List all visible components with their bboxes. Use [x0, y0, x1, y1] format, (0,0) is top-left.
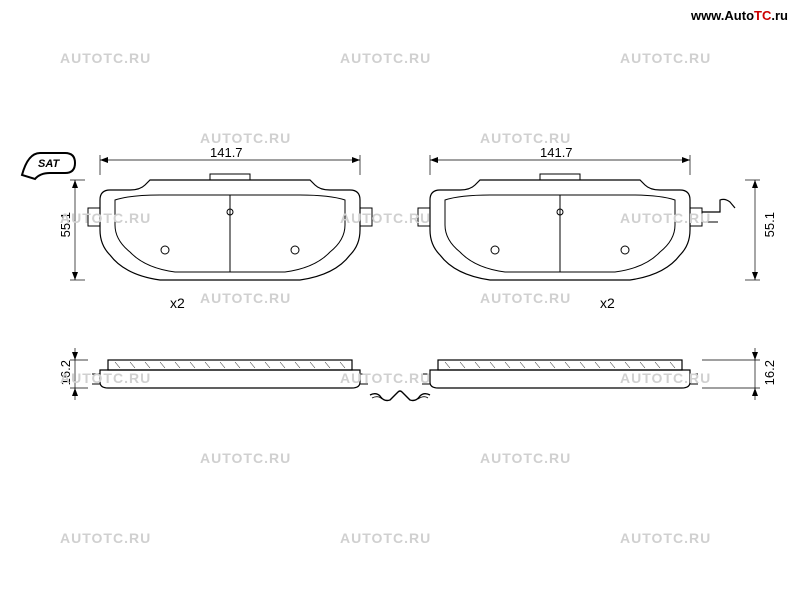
- qty-left: x2: [170, 295, 185, 311]
- spring-clip: [370, 391, 430, 401]
- dim-thick-left-value: 16.2: [58, 360, 73, 385]
- qty-right: x2: [600, 295, 615, 311]
- dim-height-right-value: 55.1: [762, 212, 777, 237]
- dim-thick-right-value: 16.2: [762, 360, 777, 385]
- pad-left-front: [88, 174, 372, 280]
- technical-drawing: [0, 0, 800, 600]
- dim-height-left-value: 55.1: [58, 212, 73, 237]
- dim-thick-right: [702, 348, 760, 400]
- pad-left-side: [92, 360, 368, 388]
- dim-width-right-value: 141.7: [540, 145, 573, 160]
- pad-right-front: [418, 174, 735, 280]
- pad-right-side: [422, 360, 698, 388]
- dim-height-right: [745, 180, 760, 280]
- dim-width-left-value: 141.7: [210, 145, 243, 160]
